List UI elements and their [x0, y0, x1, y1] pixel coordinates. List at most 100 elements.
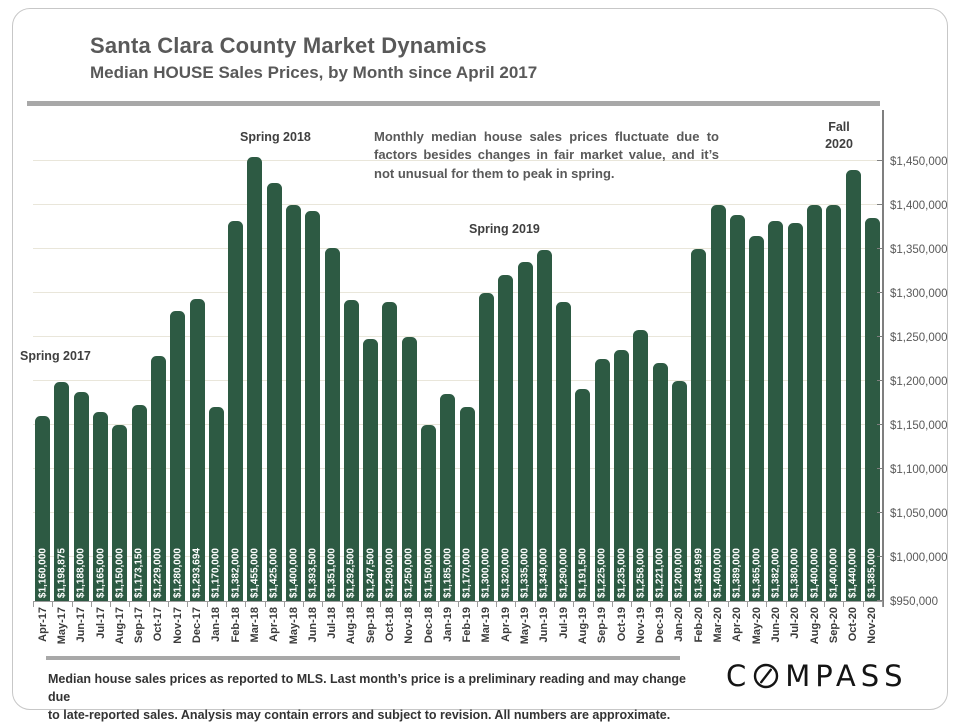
x-axis-label-slot: Dec-19: [651, 607, 670, 643]
x-axis-tick: [168, 601, 170, 607]
bar: $1,200,000: [671, 381, 687, 601]
x-axis-label-slot: Mar-19: [477, 607, 496, 642]
x-axis-label: Jan-19: [441, 607, 454, 642]
x-axis-tick: [71, 601, 73, 607]
bar: $1,382,000: [768, 220, 784, 601]
bar-value-label: $1,382,000: [770, 547, 782, 598]
y-axis-tick: [877, 336, 882, 338]
x-axis-label-slot: Mar-20: [708, 607, 727, 642]
bar-slot: $1,385,000: [863, 110, 882, 601]
bar: $1,235,000: [614, 350, 630, 601]
x-axis-label-slot: Jan-20: [670, 607, 689, 642]
bar-value-label: $1,393,500: [307, 547, 319, 598]
x-axis-tick: [515, 601, 517, 607]
x-axis-label-slot: May-19: [515, 607, 534, 644]
x-axis-label-slot: Sep-19: [593, 607, 612, 643]
gridline: [33, 556, 882, 558]
bar-value-label: $1,400,000: [828, 547, 840, 598]
x-axis-label-slot: Sep-17: [129, 607, 148, 643]
x-axis-label-slot: Apr-19: [496, 607, 515, 642]
x-axis-tick: [283, 601, 285, 607]
bar: $1,320,000: [498, 275, 514, 601]
annotation-spring-2018: Spring 2018: [240, 130, 311, 144]
bar: $1,221,000: [652, 362, 668, 601]
bar-value-label: $1,400,000: [288, 547, 299, 598]
bar: $1,150,000: [112, 425, 128, 601]
x-axis-label: May-18: [287, 607, 300, 645]
bar: $1,292,500: [343, 299, 359, 601]
gridline: [33, 468, 882, 470]
annotation-spring-2017: Spring 2017: [20, 349, 91, 363]
bar-value-label: $1,349,000: [538, 547, 550, 598]
footer-line-1: Median house sales prices as reported to…: [48, 672, 686, 705]
bar: $1,188,000: [73, 391, 89, 601]
x-axis-label: Feb-19: [461, 607, 474, 643]
bar-slot: $1,320,000: [496, 110, 515, 601]
bar: $1,440,000: [845, 169, 861, 601]
x-axis-tick: [708, 601, 710, 607]
x-axis-label-slot: Sep-20: [824, 607, 843, 643]
bar-slot: $1,250,000: [400, 110, 419, 601]
x-axis-tick: [457, 601, 459, 607]
y-axis-label: $1,450,000: [890, 156, 948, 169]
bar: $1,247,500: [363, 339, 379, 601]
bar-slot: $1,188,000: [72, 110, 91, 601]
x-axis-tick: [573, 601, 575, 607]
y-axis-label: $1,200,000: [890, 376, 948, 389]
x-axis-label-slot: Jul-19: [554, 607, 573, 639]
gridline: [33, 380, 882, 382]
x-axis-label-slot: May-20: [747, 607, 766, 644]
y-axis-tick: [877, 512, 882, 514]
bar-slot: $1,229,000: [149, 110, 168, 601]
x-axis-label: Nov-18: [403, 607, 416, 644]
bar-value-label: $1,400,000: [809, 547, 821, 598]
bar-value-label: $1,247,500: [365, 547, 377, 598]
gridline: [33, 424, 882, 426]
bar: $1,290,000: [382, 301, 398, 601]
bar: $1,349,999: [691, 249, 707, 601]
bar: $1,455,000: [247, 156, 263, 601]
bar: $1,225,000: [594, 359, 610, 601]
bar-value-label: $1,380,000: [789, 547, 801, 598]
y-axis-tick: [877, 292, 882, 294]
x-axis-label: Jul-19: [557, 607, 570, 639]
annotation-fall-2020-line1: Fall: [828, 120, 850, 134]
bar: $1,400,000: [286, 205, 301, 601]
bar-value-label: $1,290,000: [384, 547, 396, 598]
x-axis-label: Nov-19: [634, 607, 647, 644]
x-axis-label-slot: May-18: [284, 607, 303, 644]
x-axis-tick: [341, 601, 343, 607]
x-axis-tick: [631, 601, 633, 607]
x-axis-ticks: [33, 601, 883, 607]
bar-slot: $1,300,000: [477, 110, 496, 601]
x-axis-label-slot: Oct-18: [380, 607, 399, 641]
x-axis-tick: [418, 601, 420, 607]
x-axis-label-slot: Nov-20: [863, 607, 882, 644]
y-axis-tick: [877, 424, 882, 426]
annotation-spring-2019: Spring 2019: [469, 222, 540, 236]
compass-logo-prefix: C: [726, 659, 752, 693]
bar-slot: $1,290,000: [554, 110, 573, 601]
y-axis-label: $1,250,000: [890, 332, 948, 345]
gridline: [33, 292, 882, 294]
bar: $1,185,000: [440, 394, 456, 601]
x-axis-label: May-20: [750, 607, 763, 645]
bar: $1,191,500: [575, 388, 591, 601]
x-axis-label-slot: Dec-18: [419, 607, 438, 643]
x-axis-label-slot: Aug-19: [573, 607, 592, 644]
bar: $1,290,000: [556, 301, 572, 601]
gridline: [33, 512, 882, 514]
x-axis-label: Aug-18: [345, 607, 358, 645]
x-axis-tick: [476, 601, 478, 607]
x-axis-tick: [52, 601, 54, 607]
x-axis-label: Sep-17: [133, 607, 146, 644]
x-axis-label: Aug-20: [808, 607, 821, 645]
bar-slot: $1,185,000: [438, 110, 457, 601]
x-axis-label-slot: Jul-20: [786, 607, 805, 639]
x-axis-label: Jul-20: [789, 607, 802, 639]
x-axis-label: Oct-19: [615, 607, 628, 642]
bar-slot: $1,400,000: [284, 110, 303, 601]
bar-value-label: $1,235,000: [616, 547, 628, 598]
x-axis-label-slot: Feb-19: [458, 607, 477, 642]
top-divider: [27, 101, 880, 106]
